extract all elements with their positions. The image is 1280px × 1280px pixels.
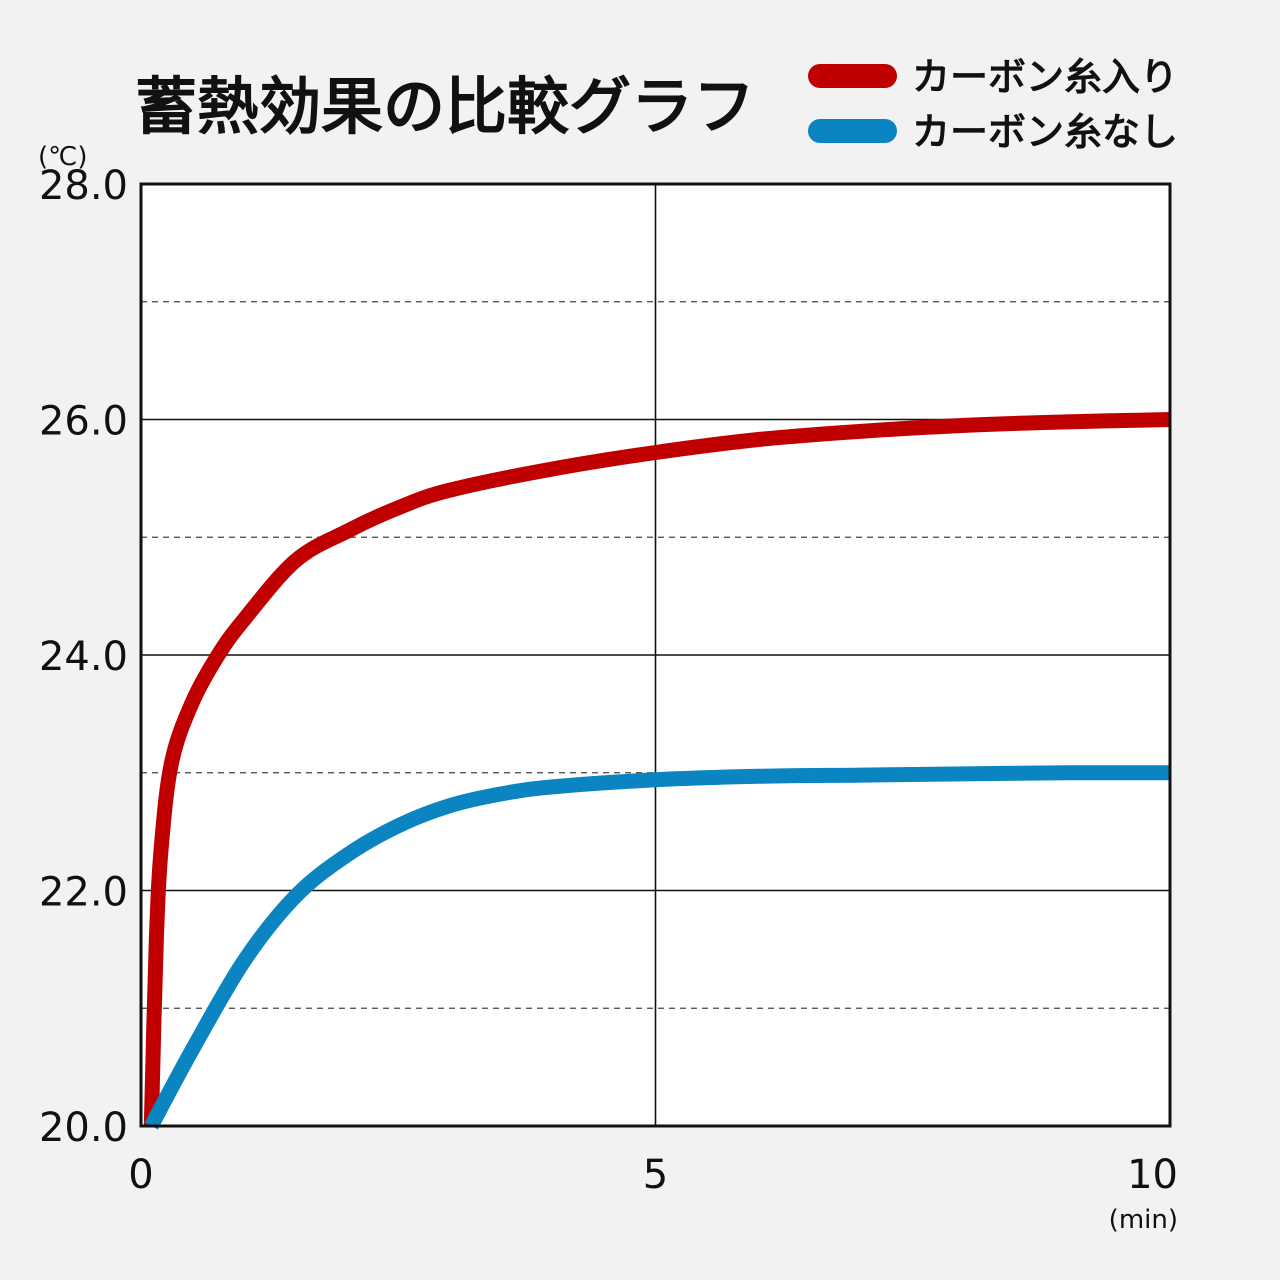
y-tick-label: 28.0 [39, 163, 128, 209]
y-tick-label: 26.0 [39, 399, 128, 445]
legend-label-no-carbon: カーボン糸なし [912, 110, 1178, 154]
legend-label-carbon: カーボン糸入り [912, 55, 1178, 99]
y-tick-label: 22.0 [39, 870, 128, 916]
series-line-1 [144, 765, 1171, 1130]
plot-area: 20.0 22.0 24.0 26.0 28.0 0 5 10 [39, 163, 1178, 1198]
x-axis-unit: (min) [1109, 1205, 1178, 1235]
series-line-0 [143, 412, 1171, 1127]
legend: カーボン糸入り カーボン糸なし [808, 55, 1178, 154]
x-tick-label: 0 [128, 1152, 153, 1198]
plot-frame [139, 182, 1172, 1128]
y-tick-label: 24.0 [39, 634, 128, 680]
y-axis-unit: (℃) [38, 142, 88, 172]
x-tick-label: 10 [1127, 1152, 1178, 1198]
chart-title: 蓄熱効果の比較グラフ [135, 70, 755, 143]
y-tick-label: 20.0 [39, 1105, 128, 1151]
x-tick-label: 5 [643, 1152, 668, 1198]
